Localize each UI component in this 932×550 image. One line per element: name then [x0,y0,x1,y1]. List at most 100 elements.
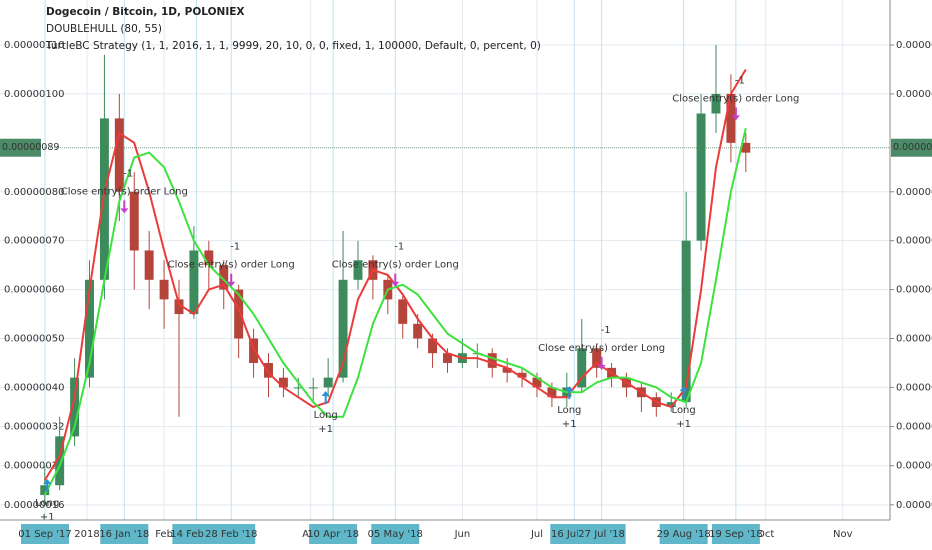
candle-body [144,250,154,280]
x-tick-label: Nov [833,529,853,540]
exit-qty: -1 [601,325,611,336]
y-tick-label: 0.00000100 [4,89,64,100]
candle-body [99,118,109,280]
candle-body [577,348,587,388]
y-tick-label: 0.00000070 [896,236,932,247]
candle-body [159,279,169,300]
candle-body [323,377,333,388]
candle-body [741,142,751,153]
indicator-label: DOUBLEHULL (80, 55) [46,23,162,35]
highlight-label: 01 Sep '17 [18,529,71,540]
highlight-box [207,524,256,544]
candle-body [681,240,691,403]
y-tick-label: 0.00000080 [4,187,64,198]
y-tick-label: 0.00000040 [4,382,64,393]
candle-body [219,265,229,290]
candle-body [428,338,438,354]
y-tick-label: 0.00000050 [4,334,64,345]
highlight-label: 16 Jan '18 [99,529,149,540]
x-tick-label: Feb [155,529,173,540]
highlight-label: 14 Feb '18 [170,529,222,540]
entry-arrow [43,479,52,493]
plot: Long +1 Long +1 Long +1 Long +1 Close entry(s) o… [35,45,799,523]
y-tick-label: 0.00000060 [4,285,64,296]
highlight-label: 05 May '18 [368,529,423,540]
y-tick-label: 0.00000080 [896,187,932,198]
entry-label: Long [35,498,59,509]
y-tick-label: 0.00000016 [896,500,932,511]
x-tick-label: Jun [454,529,471,540]
exit-arrow [391,273,400,287]
highlight-box [577,524,626,544]
y-tick-label: 0.00000050 [896,334,932,345]
candle-body [85,279,94,378]
highlight-box [659,524,708,544]
x-tick-label: 2018 [74,529,99,540]
y-tick-label: 0.00000024 [896,461,932,472]
y-tick-label: 0.00000040 [896,382,932,393]
candle-body [726,93,736,143]
candle-body [547,387,557,398]
y-tick-label: 0.00000110 [4,40,64,51]
candle-body [443,353,452,363]
candle-body [264,362,273,378]
candle-body [278,377,288,388]
exit-label: Close entry(s) order Long [168,260,295,271]
candle-body [308,387,318,389]
entry-qty: +1 [562,419,577,430]
x-tick-label: Oct [757,529,774,540]
candle-body [532,377,542,388]
exit-arrow [597,356,606,370]
candle-body [129,191,139,251]
y-tick-label: 0.00000032 [896,422,932,433]
entry-arrow [565,386,574,400]
highlight-box [21,524,69,544]
highlight-label: 10 Apr '18 [307,529,359,540]
entry-label: Long [314,410,338,421]
entry-qty: +1 [676,419,691,430]
candle-body [55,436,65,486]
last-price-box [891,138,932,157]
exit-label: Close entry(s) order Long [672,93,799,104]
chart-title: Dogecoin / Bitcoin, 1D, POLONIEX [46,6,245,18]
highlight-box [100,524,149,544]
entry-qty: +1 [40,512,55,523]
entry-label: Long [557,405,581,416]
highlight-label: 28 Feb '18 [205,529,257,540]
candle-body [487,353,497,368]
exit-arrow [731,107,740,121]
candle-body [293,387,303,389]
candle-body [338,279,348,378]
candle-body [234,289,244,339]
exit-label: Close entry(s) order Long [61,186,188,197]
highlight-box [711,524,760,544]
candle-body [413,323,423,339]
candle-body [249,338,259,363]
y-tick-label: 0.00000100 [896,89,932,100]
entry-qty: +1 [318,424,333,435]
candle-body [204,250,214,266]
y-tick-label: 0.00000032 [4,422,64,433]
candle-body [174,299,184,315]
highlight-label: 29 Aug '18 [657,529,711,540]
last-price-box [0,138,41,157]
ma-line [43,127,747,496]
last-price-label: 0.00000089 [893,142,932,153]
candle-body [711,93,721,114]
candle-body [666,402,676,407]
entry-arrow [679,386,688,400]
exit-arrow [227,273,236,287]
y-tick-label: 0.00000016 [4,500,64,511]
candle-body [70,377,80,437]
y-tick-label: 0.00000024 [4,461,64,472]
y-tick-label: 0.00000070 [4,236,64,247]
y-tick-label: 0.00000060 [896,285,932,296]
highlight-label: 16 Jul '18 [551,529,598,540]
candle-body [517,372,527,378]
entry-label: Long [672,405,696,416]
highlight-label: 27 Jul '18 [578,529,625,540]
candle-body [114,118,124,192]
candle-body [502,367,512,373]
